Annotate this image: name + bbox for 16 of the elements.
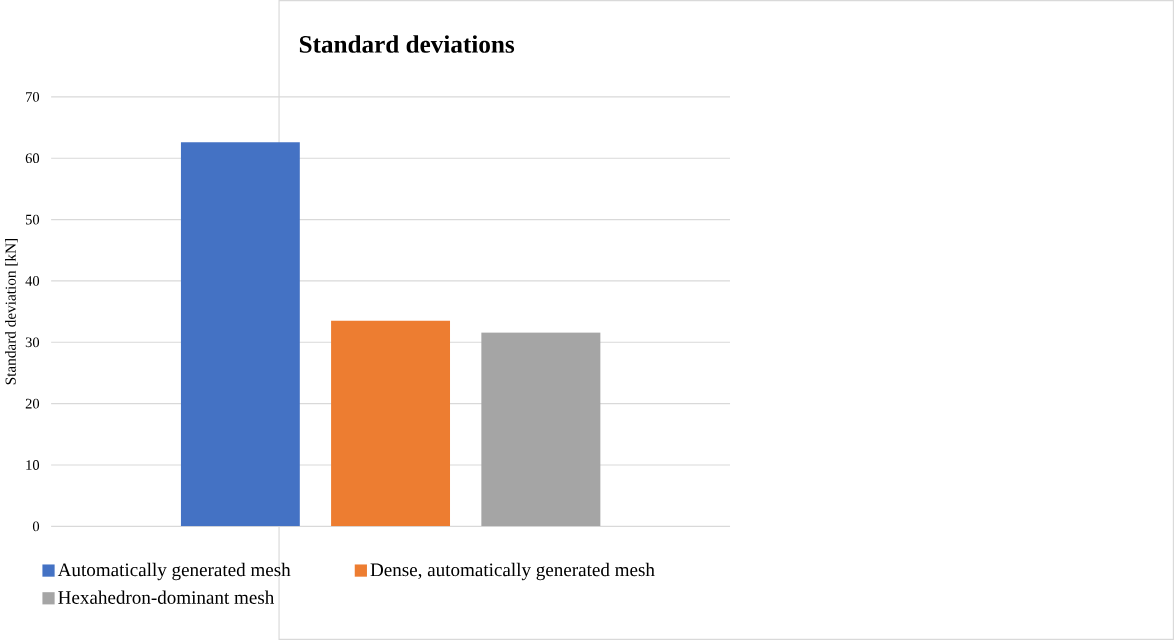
y-tick-label: 50 xyxy=(25,214,40,225)
y-tick-label: 60 xyxy=(25,153,40,164)
y-tick-label: 0 xyxy=(32,521,40,532)
chart-title: Standard deviations xyxy=(299,35,515,53)
y-tick-label: 30 xyxy=(25,337,40,348)
bar xyxy=(331,320,451,527)
bar xyxy=(481,332,601,527)
y-tick-label: 20 xyxy=(25,398,40,409)
bar xyxy=(180,142,300,527)
y-tick-label: 10 xyxy=(26,460,40,470)
y-axis-title: Standard deviation [kN] xyxy=(5,239,18,385)
legend-label: Dense, automatically generated mesh xyxy=(370,562,655,581)
y-tick-label: 70 xyxy=(26,91,40,102)
legend-label: Hexahedron-dominant mesh xyxy=(58,590,275,604)
legend-label: Automatically generated mesh xyxy=(57,562,291,581)
y-tick-label: 40 xyxy=(25,276,40,286)
